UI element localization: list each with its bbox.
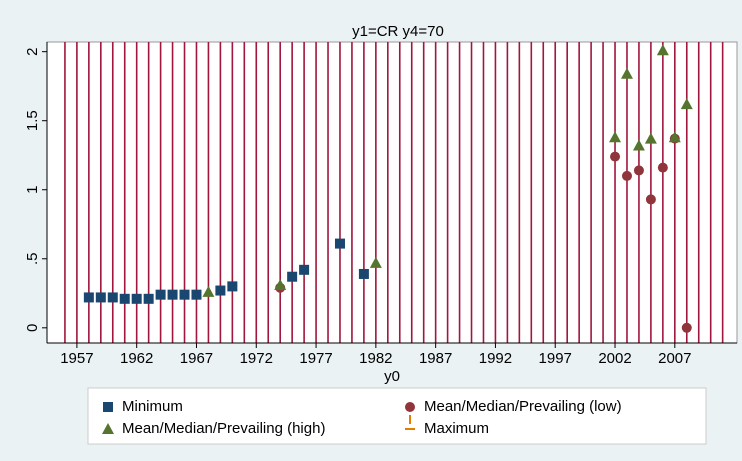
point [227, 281, 238, 292]
legend-marker [405, 402, 415, 412]
legend-marker [405, 415, 415, 430]
point [107, 292, 118, 303]
x-tick-label: 1957 [60, 350, 93, 367]
x-axis-title: y0 [384, 368, 400, 385]
legend-marker [103, 402, 113, 412]
point [369, 256, 382, 268]
point [645, 194, 656, 205]
point [131, 293, 142, 304]
point [119, 293, 130, 304]
y-tick-label: 1 [24, 186, 41, 194]
point [620, 67, 633, 79]
x-tick-label: 1962 [120, 350, 153, 367]
point [609, 131, 622, 143]
x-tick-label: 2007 [658, 350, 691, 367]
point [334, 238, 345, 249]
point [668, 131, 681, 143]
point [299, 264, 310, 275]
point [621, 170, 632, 181]
point [155, 289, 166, 300]
point [358, 268, 369, 279]
legend [87, 387, 707, 445]
point [274, 279, 287, 291]
chart-title: y1=CR y4=70 [352, 23, 444, 40]
point [287, 271, 298, 282]
point [656, 44, 669, 56]
point [143, 293, 154, 304]
point [644, 132, 657, 144]
point [167, 289, 178, 300]
x-tick-label: 1977 [299, 350, 332, 367]
y-tick-label: 0 [24, 324, 41, 332]
x-tick-label: 1997 [539, 350, 572, 367]
point [95, 292, 106, 303]
x-tick-label: 2002 [598, 350, 631, 367]
point [633, 165, 644, 176]
point [681, 322, 692, 333]
x-tick-label: 1972 [240, 350, 273, 367]
legend-marker [102, 423, 114, 434]
point [179, 289, 190, 300]
point [610, 151, 621, 162]
point [202, 285, 215, 297]
legend-label: Minimum [122, 398, 183, 415]
point [632, 139, 645, 151]
x-tick-label: 1987 [419, 350, 452, 367]
x-tick-label: 1982 [359, 350, 392, 367]
legend-label: Mean/Median/Prevailing (high) [122, 420, 325, 437]
y-tick-label: .5 [24, 253, 41, 266]
point [83, 292, 94, 303]
legend-label: Maximum [424, 420, 489, 437]
point [215, 285, 226, 296]
point [657, 162, 668, 173]
point [191, 289, 202, 300]
x-tick-label: 1967 [180, 350, 213, 367]
x-tick-label: 1992 [479, 350, 512, 367]
point [680, 98, 693, 110]
legend-label: Mean/Median/Prevailing (low) [424, 398, 622, 415]
y-tick-label: 1.5 [24, 110, 41, 131]
y-tick-label: 2 [24, 47, 41, 55]
